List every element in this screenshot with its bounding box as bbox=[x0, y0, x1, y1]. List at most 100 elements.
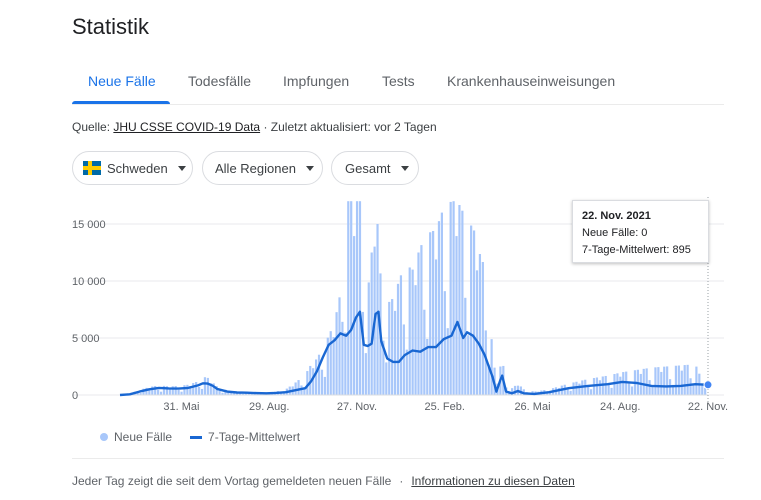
case-bar bbox=[417, 252, 420, 395]
case-bar bbox=[434, 259, 438, 395]
case-bar bbox=[490, 339, 493, 395]
case-bar bbox=[162, 385, 166, 395]
case-bar bbox=[209, 383, 212, 395]
case-bar bbox=[317, 354, 321, 395]
case-bar bbox=[215, 386, 218, 395]
case-bar bbox=[344, 332, 347, 395]
case-bar bbox=[432, 230, 435, 395]
case-bar bbox=[701, 383, 704, 395]
legend-cases-marker bbox=[100, 433, 108, 441]
legend-average-marker bbox=[190, 435, 203, 439]
case-bar bbox=[414, 285, 417, 395]
case-bar bbox=[151, 386, 154, 395]
data-info-link[interactable]: Informationen zu diesen Daten bbox=[411, 474, 575, 488]
tooltip-date: 22. Nov. 2021 bbox=[582, 210, 651, 222]
case-bar bbox=[478, 254, 482, 395]
tab-neue-faelle[interactable]: Neue Fälle bbox=[88, 73, 156, 89]
source-line: Quelle: JHU CSSE COVID-19 Data · Zuletzt… bbox=[72, 120, 437, 134]
case-bar bbox=[484, 330, 487, 395]
case-bar bbox=[303, 388, 306, 395]
country-dropdown[interactable]: Schweden bbox=[72, 151, 193, 185]
case-bar bbox=[177, 389, 180, 395]
case-bar bbox=[628, 381, 631, 395]
case-bar bbox=[411, 269, 414, 395]
case-bar bbox=[408, 267, 411, 395]
x-tick-label: 25. Feb. bbox=[425, 401, 465, 413]
tab-impfungen[interactable]: Impfungen bbox=[283, 73, 350, 89]
case-bar bbox=[206, 377, 209, 395]
average-line bbox=[119, 310, 709, 397]
case-bar bbox=[622, 372, 625, 395]
case-bar bbox=[192, 383, 195, 395]
case-bar bbox=[326, 337, 329, 395]
case-bar bbox=[648, 380, 651, 395]
tab-krankenhauseinweisungen[interactable]: Krankenhauseinweisungen bbox=[447, 73, 616, 89]
x-tick-label: 26. Mai bbox=[514, 401, 550, 413]
footer: Jeder Tag zeigt die seit dem Vortag geme… bbox=[72, 474, 575, 488]
case-bar bbox=[165, 386, 169, 395]
tab-tests[interactable]: Tests bbox=[382, 73, 415, 89]
case-bar bbox=[136, 392, 139, 395]
case-bar bbox=[230, 391, 233, 395]
y-tick-label: 5 000 bbox=[72, 333, 100, 345]
case-bar bbox=[399, 275, 403, 395]
case-bar bbox=[513, 385, 517, 395]
case-bar bbox=[385, 362, 388, 395]
case-bar bbox=[519, 386, 522, 395]
x-tick-label: 22. Nov. bbox=[688, 401, 728, 413]
case-bar bbox=[238, 393, 242, 395]
case-bar bbox=[475, 270, 479, 395]
chart-tooltip: 22. Nov. 2021 Neue Fälle: 0 7-Tage-Mitte… bbox=[572, 200, 709, 263]
case-bar bbox=[598, 380, 601, 395]
case-bar bbox=[338, 297, 341, 395]
case-bar bbox=[692, 384, 695, 395]
case-bar bbox=[355, 201, 359, 395]
case-bar bbox=[452, 201, 455, 395]
cases-chart[interactable]: 0 5 000 10 000 15 000 31. Mai 29. Aug. 27. Nov… bbox=[0, 195, 761, 425]
case-bar bbox=[300, 385, 303, 395]
case-bar bbox=[391, 299, 394, 395]
chart-legend: Neue Fälle 7-Tage-Mittelwert bbox=[100, 430, 300, 444]
case-bar bbox=[148, 388, 151, 395]
case-bar bbox=[393, 310, 397, 395]
region-dropdown[interactable]: Alle Regionen bbox=[202, 151, 323, 185]
x-tick-label: 29. Aug. bbox=[249, 401, 289, 413]
case-bar bbox=[154, 385, 157, 395]
case-bar bbox=[426, 338, 429, 395]
case-bar bbox=[666, 366, 669, 395]
case-bar bbox=[587, 386, 590, 395]
case-bar bbox=[549, 392, 552, 395]
case-bar bbox=[241, 393, 245, 395]
case-bar bbox=[610, 387, 613, 395]
case-bar bbox=[619, 376, 622, 395]
case-bar bbox=[297, 380, 300, 395]
metric-label: Gesamt bbox=[345, 160, 391, 176]
case-bar bbox=[674, 365, 678, 395]
case-bar bbox=[186, 384, 189, 395]
case-bar bbox=[312, 368, 315, 395]
y-tick-label: 10 000 bbox=[72, 276, 106, 288]
case-bar bbox=[221, 392, 224, 395]
last-updated: · Zuletzt aktualisiert: vor 2 Tagen bbox=[263, 120, 437, 134]
case-bar bbox=[557, 387, 561, 395]
country-label: Schweden bbox=[107, 160, 168, 176]
case-bar bbox=[689, 378, 692, 395]
case-bar bbox=[657, 367, 660, 395]
case-bar bbox=[195, 382, 198, 395]
case-bar bbox=[218, 390, 221, 395]
source-link[interactable]: JHU CSSE COVID-19 Data bbox=[113, 120, 261, 134]
case-bar bbox=[382, 340, 385, 395]
y-tick-label: 0 bbox=[72, 390, 78, 402]
case-bar bbox=[651, 385, 654, 395]
metric-dropdown[interactable]: Gesamt bbox=[331, 151, 419, 185]
case-bar bbox=[680, 370, 683, 395]
case-bar bbox=[566, 388, 569, 395]
legend-average-label: 7-Tage-Mittelwert bbox=[208, 430, 301, 444]
tab-todesfaelle[interactable]: Todesfälle bbox=[188, 73, 252, 89]
case-bar bbox=[481, 262, 484, 395]
case-bar bbox=[589, 389, 593, 395]
footer-divider bbox=[72, 458, 724, 459]
case-bar bbox=[168, 387, 171, 395]
tooltip-cases: Neue Fälle: 0 bbox=[582, 227, 648, 239]
case-bar bbox=[323, 376, 326, 395]
